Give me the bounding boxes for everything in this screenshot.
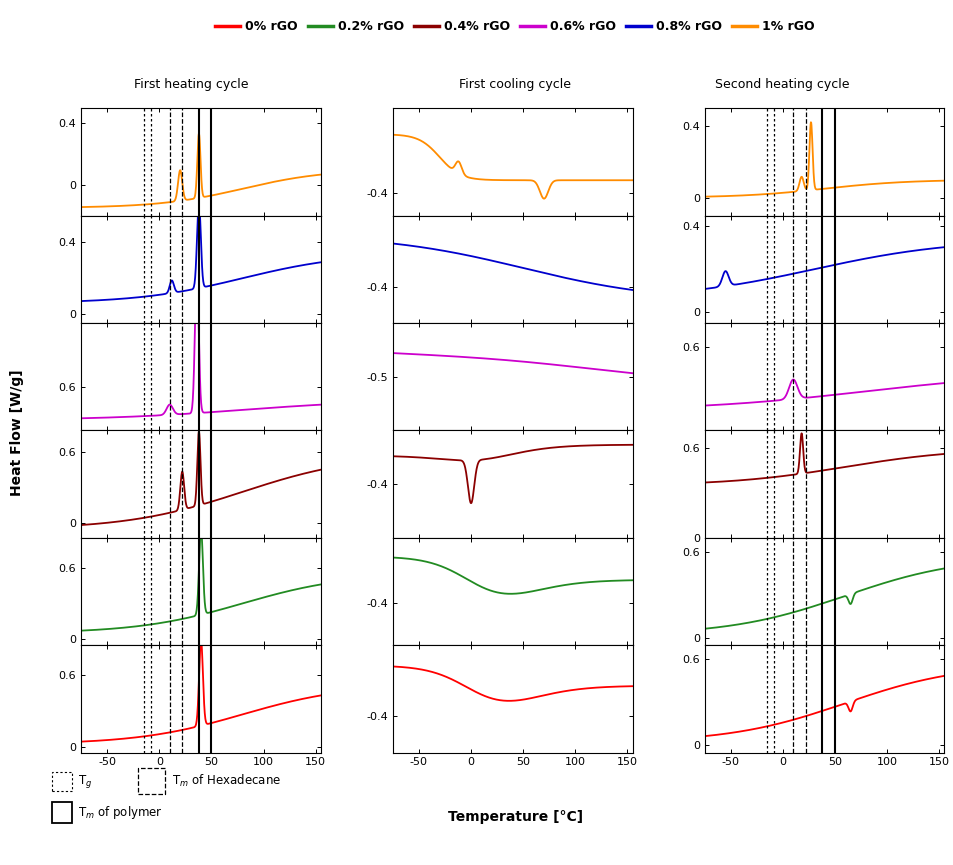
Text: T$_m$ of Hexadecane: T$_m$ of Hexadecane: [172, 773, 280, 789]
Text: Heat Flow [W/g]: Heat Flow [W/g]: [10, 369, 24, 496]
Text: T$_m$ of polymer: T$_m$ of polymer: [78, 804, 163, 821]
Legend: 0% rGO, 0.2% rGO, 0.4% rGO, 0.6% rGO, 0.8% rGO, 1% rGO: 0% rGO, 0.2% rGO, 0.4% rGO, 0.6% rGO, 0.…: [211, 15, 819, 38]
Text: First cooling cycle: First cooling cycle: [458, 78, 571, 91]
Text: Temperature [°C]: Temperature [°C]: [447, 811, 582, 824]
Text: First heating cycle: First heating cycle: [133, 78, 248, 91]
Text: T$_g$: T$_g$: [78, 772, 92, 790]
Text: Second heating cycle: Second heating cycle: [715, 78, 848, 91]
